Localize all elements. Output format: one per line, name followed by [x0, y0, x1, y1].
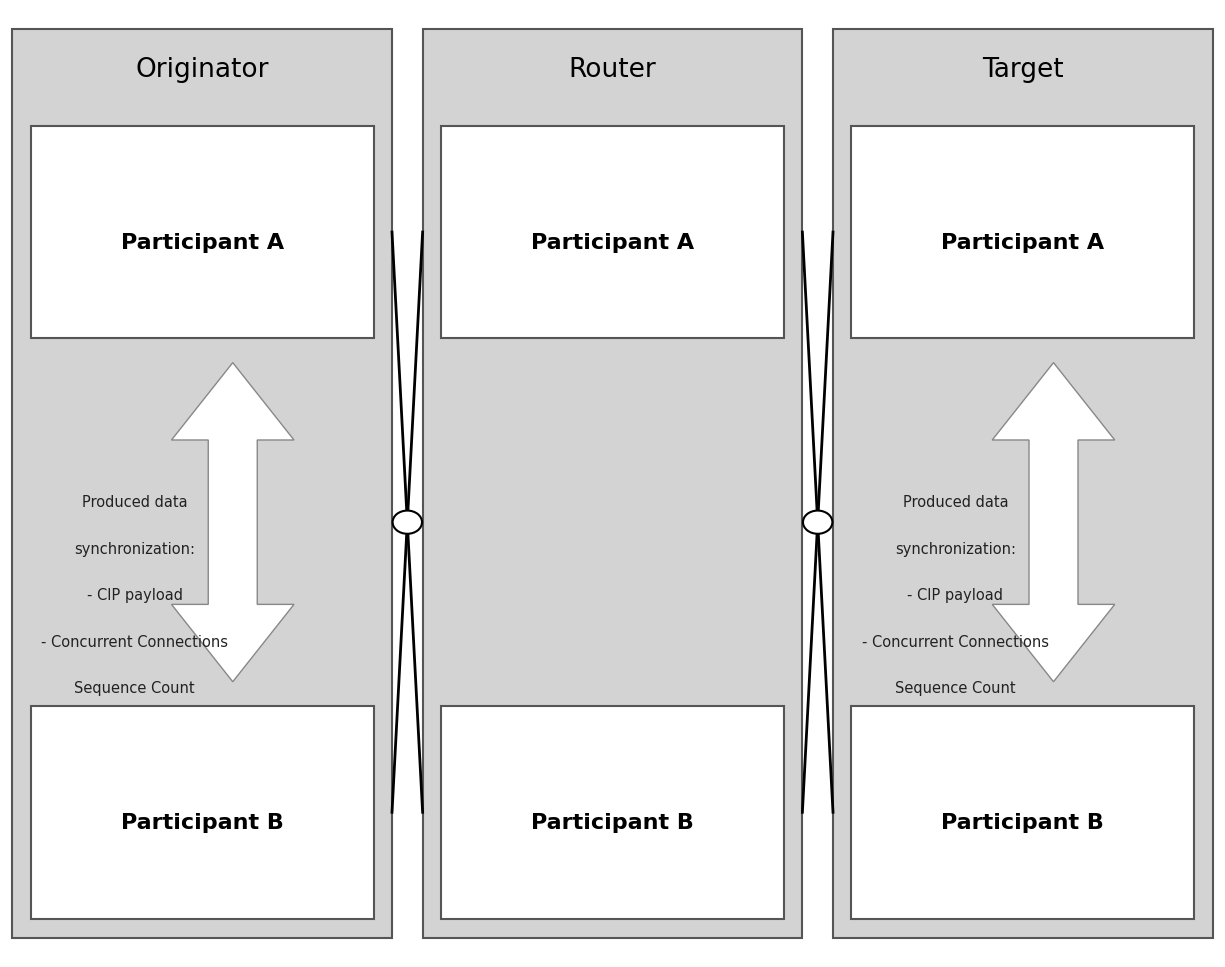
Text: synchronization:: synchronization:: [75, 542, 195, 557]
Bar: [31, 126, 374, 338]
Text: Originator: Originator: [136, 57, 268, 83]
Text: Router: Router: [568, 57, 657, 83]
Text: Participant A: Participant A: [530, 233, 695, 252]
Bar: [833, 29, 1213, 938]
Polygon shape: [992, 363, 1115, 682]
Text: Produced data: Produced data: [82, 495, 187, 511]
Text: Participant A: Participant A: [941, 233, 1105, 252]
Text: Produced data: Produced data: [903, 495, 1008, 511]
Bar: [851, 706, 1194, 919]
Bar: [441, 126, 784, 338]
Text: Sequence Count: Sequence Count: [75, 681, 195, 696]
Text: Target: Target: [982, 57, 1063, 83]
Circle shape: [804, 511, 833, 534]
Text: - CIP payload: - CIP payload: [908, 588, 1003, 603]
Bar: [851, 126, 1194, 338]
Bar: [31, 706, 374, 919]
Text: Participant B: Participant B: [532, 813, 693, 833]
Text: - Concurrent Connections: - Concurrent Connections: [862, 634, 1049, 650]
Bar: [423, 29, 802, 938]
Text: Participant A: Participant A: [120, 233, 284, 252]
Circle shape: [392, 511, 421, 534]
Bar: [441, 706, 784, 919]
Text: Participant B: Participant B: [121, 813, 283, 833]
Text: - Concurrent Connections: - Concurrent Connections: [42, 634, 228, 650]
Bar: [12, 29, 392, 938]
Polygon shape: [172, 363, 294, 682]
Text: synchronization:: synchronization:: [895, 542, 1016, 557]
Text: - CIP payload: - CIP payload: [87, 588, 183, 603]
Text: Sequence Count: Sequence Count: [895, 681, 1016, 696]
Text: Participant B: Participant B: [942, 813, 1104, 833]
